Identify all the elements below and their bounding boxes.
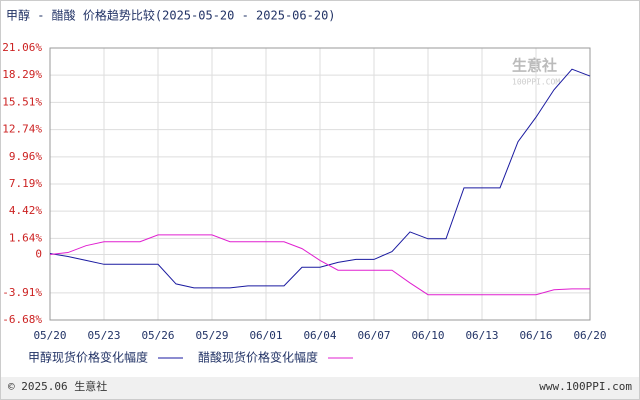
y-tick-label: 21.06% [2,41,42,54]
x-tick-label: 06/04 [303,329,336,342]
x-tick-label: 05/23 [87,329,120,342]
x-tick-label: 06/01 [249,329,282,342]
y-tick-label: 0 [35,248,42,261]
watermark: 生意社 [512,57,557,75]
y-tick-label: 15.51% [2,95,42,108]
x-tick-label: 06/10 [411,329,444,342]
y-tick-label: 4.42% [9,204,42,217]
y-tick-label: -3.91% [2,286,42,299]
x-tick-label: 06/07 [357,329,390,342]
y-tick-label: 1.64% [9,231,42,244]
footer-bar [1,377,639,399]
footer-right: www.100PPI.com [539,380,632,393]
x-tick-label: 06/20 [573,329,606,342]
legend-label: 甲醇现货价格变化幅度 [28,350,148,365]
x-tick-label: 06/13 [465,329,498,342]
chart-title: 甲醇 - 醋酸 价格趋势比较(2025-05-20 - 2025-06-20) [6,8,336,23]
y-tick-label: 9.96% [9,150,42,163]
y-tick-label: -6.68% [2,313,42,326]
x-tick-label: 05/26 [141,329,174,342]
x-tick-label: 05/29 [195,329,228,342]
legend-label: 醋酸现货价格变化幅度 [198,350,318,365]
x-tick-label: 06/16 [519,329,552,342]
plot-border [49,47,591,321]
footer-left: © 2025.06 生意社 [8,379,107,393]
y-tick-label: 12.74% [2,123,42,136]
series-line [49,234,590,296]
series-line [49,68,591,289]
x-tick-label: 05/20 [33,329,66,342]
y-tick-label: 7.19% [9,177,42,190]
y-tick-label: 18.29% [2,68,42,81]
